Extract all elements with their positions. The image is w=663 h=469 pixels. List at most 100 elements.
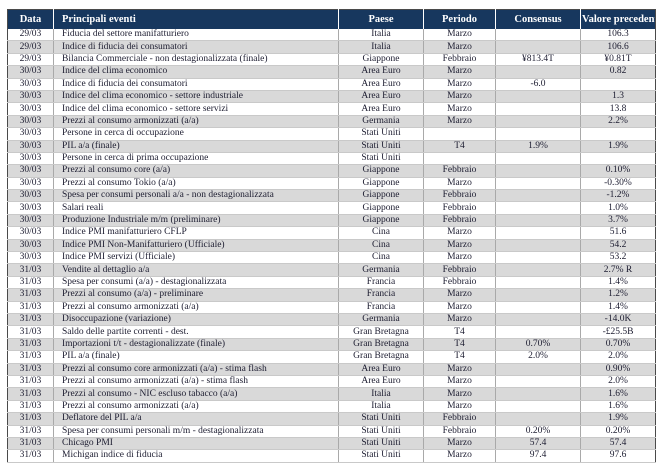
cell-country: Cina [338, 239, 424, 253]
cell-date: 30/03 [7, 164, 54, 178]
cell-country: Germania [338, 115, 424, 129]
cell-previous: 1.2% [580, 288, 656, 302]
economic-calendar: Data Principali eventi Paese Periodo Con… [7, 9, 656, 463]
table-row: 30/03 Indice PMI servizi (Ufficiale) Cin… [7, 251, 656, 265]
cell-event: Bilancia Commerciale - non destagionaliz… [53, 53, 339, 67]
cell-period: Marzo [423, 226, 496, 240]
cell-consensus [495, 276, 581, 290]
table-row: 31/03 Prezzi al consumo core armonizzati… [7, 363, 656, 376]
cell-event: Indice del clima economico [53, 65, 339, 79]
cell-consensus [495, 90, 581, 104]
table-row: 30/03 Indice del clima economico - setto… [7, 90, 656, 104]
cell-event: Prezzi al consumo (a/a) - preliminare [53, 288, 339, 302]
cell-period: Marzo [423, 115, 496, 129]
cell-consensus [495, 201, 581, 215]
cell-period: Febbraio [423, 189, 496, 203]
cell-consensus [495, 363, 581, 376]
cell-country: Stati Uniti [338, 437, 424, 451]
cell-period: Marzo [423, 313, 496, 327]
cell-period: Febbraio [423, 263, 496, 277]
cell-country: Francia [338, 276, 424, 290]
cell-country: Giappone [338, 177, 424, 191]
table-row: 30/03 Persone in cerca di occupazione St… [7, 127, 656, 141]
cell-period: Marzo [423, 301, 496, 315]
cell-event: Prezzi al consumo armonizzati (a/a) [53, 301, 339, 315]
cell-date: 31/03 [7, 449, 54, 463]
cell-previous: 0.70% [580, 338, 656, 352]
cell-period: Marzo [423, 251, 496, 265]
cell-previous: 1.4% [580, 301, 656, 315]
cell-date: 31/03 [7, 375, 54, 389]
cell-period [423, 127, 496, 141]
cell-date: 31/03 [7, 437, 54, 451]
cell-date: 31/03 [7, 350, 54, 364]
cell-consensus [495, 251, 581, 265]
cell-previous [580, 127, 656, 141]
cell-consensus: 0.70% [495, 338, 581, 352]
table-row: 30/03 Indice PMI manifatturiero CFLP Cin… [7, 226, 656, 240]
cell-consensus [495, 102, 581, 116]
cell-country: Stati Uniti [338, 152, 424, 166]
cell-period: Febbraio [423, 425, 496, 438]
cell-period: Febbraio [423, 276, 496, 290]
cell-country: Stati Uniti [338, 127, 424, 141]
cell-previous: 106.3 [580, 29, 656, 42]
cell-consensus: ¥813.4T [495, 53, 581, 67]
cell-event: Indice PMI manifatturiero CFLP [53, 226, 339, 240]
table-row: 30/03 Indice PMI Non-Manifatturiero (Uff… [7, 239, 656, 253]
cell-previous: 1.9% [580, 140, 656, 153]
cell-period: Marzo [423, 400, 496, 414]
cell-country: Gran Bretagna [338, 338, 424, 352]
cell-event: PIL a/a (finale) [53, 350, 339, 364]
cell-event: Indice di fiducia dei consumatori [53, 40, 339, 54]
cell-event: Persone in cerca di occupazione [53, 127, 339, 141]
cell-date: 31/03 [7, 387, 54, 401]
cell-event: Spesa per consumi personali a/a - non de… [53, 189, 339, 203]
cell-previous: 1.9% [580, 412, 656, 426]
cell-period: Febbraio [423, 53, 496, 67]
table-row: 30/03 Prezzi al consumo armonizzati (a/a… [7, 115, 656, 129]
cell-event: Indice PMI servizi (Ufficiale) [53, 251, 339, 265]
table-row: 30/03 Indice del clima economico Area Eu… [7, 65, 656, 79]
events-table: Data Principali eventi Paese Periodo Con… [7, 9, 656, 463]
table-row: 30/03 Persone in cerca di prima occupazi… [7, 152, 656, 166]
cell-event: Prezzi al consumo armonizzati (a/a) [53, 115, 339, 129]
cell-event: Saldo delle partite correnti - dest. [53, 325, 339, 339]
table-row: 29/03 Bilancia Commerciale - non destagi… [7, 53, 656, 67]
cell-event: Indice di fiducia dei consumatori [53, 78, 339, 91]
cell-country: Area Euro [338, 375, 424, 389]
table-row: 30/03 Indice del clima economico - setto… [7, 102, 656, 116]
cell-previous: 0.90% [580, 363, 656, 376]
cell-date: 30/03 [7, 102, 54, 116]
cell-event: Persone in cerca di prima occupazione [53, 152, 339, 166]
table-row: 31/03 Saldo delle partite correnti - des… [7, 325, 656, 339]
cell-consensus: 1.9% [495, 140, 581, 153]
table-row: 31/03 Prezzi al consumo armonizzati (a/a… [7, 400, 656, 414]
cell-event: Spesa per consumi (a/a) - destagionalizz… [53, 276, 339, 290]
cell-previous: 51.6 [580, 226, 656, 240]
cell-date: 29/03 [7, 53, 54, 67]
cell-country: Gran Bretagna [338, 350, 424, 364]
cell-date: 30/03 [7, 90, 54, 104]
table-row: 30/03 Spesa per consumi personali a/a - … [7, 189, 656, 203]
cell-event: Salari reali [53, 201, 339, 215]
table-header: Data Principali eventi Paese Periodo Con… [7, 9, 656, 29]
cell-consensus [495, 400, 581, 414]
cell-event: Chicago PMI [53, 437, 339, 451]
cell-date: 31/03 [7, 412, 54, 426]
table-row: 31/03 Chicago PMI Stati Uniti Marzo 57.4… [7, 437, 656, 451]
cell-country: Area Euro [338, 102, 424, 116]
cell-date: 30/03 [7, 78, 54, 91]
cell-previous: 0.20% [580, 425, 656, 438]
cell-previous: 0.82 [580, 65, 656, 79]
table-row: 31/03 Disoccupazione (variazione) German… [7, 313, 656, 327]
cell-country: Italia [338, 40, 424, 54]
cell-previous: 13.8 [580, 102, 656, 116]
table-row: 30/03 Prezzi al consumo Tokio (a/a) Giap… [7, 177, 656, 191]
cell-date: 31/03 [7, 301, 54, 315]
column-header-periodo: Periodo [423, 9, 496, 29]
column-header-principali-eventi: Principali eventi [53, 9, 339, 29]
cell-previous: 0.10% [580, 164, 656, 178]
cell-date: 30/03 [7, 251, 54, 265]
table-row: 31/03 Prezzi al consumo armonizzati (a/a… [7, 301, 656, 315]
